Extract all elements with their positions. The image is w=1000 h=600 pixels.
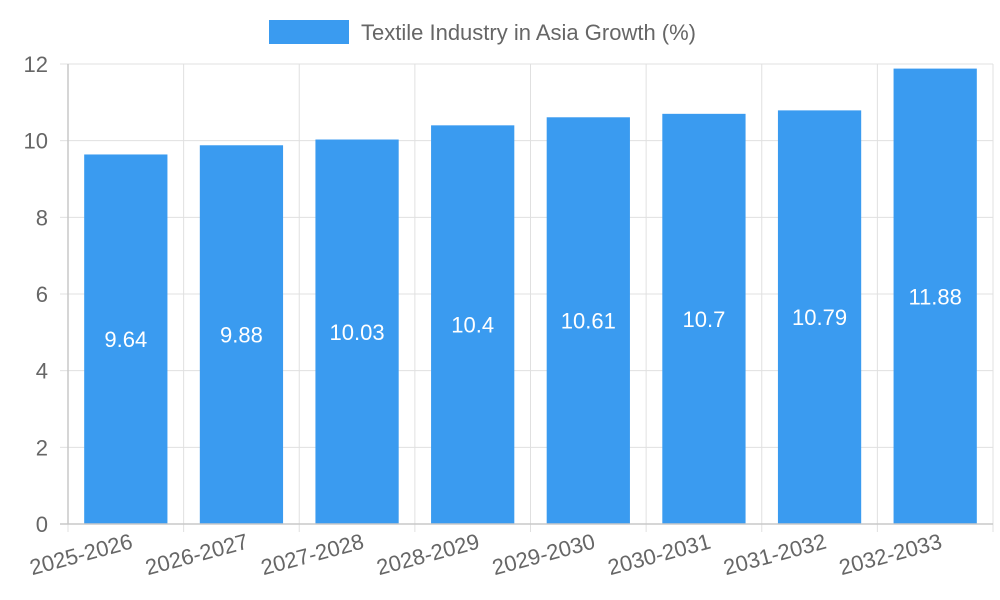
bar[interactable] [546,117,630,525]
bars [84,68,977,525]
axes [60,64,993,525]
data-label: 10.79 [792,305,847,330]
y-tick-label: 0 [36,512,48,537]
legend[interactable]: Textile Industry in Asia Growth (%) [269,20,696,45]
x-tick-label: 2029-2030 [490,529,598,580]
x-tick-label: 2031-2032 [721,529,829,580]
data-label: 9.88 [220,323,263,348]
data-label: 9.64 [104,327,147,352]
legend-label: Textile Industry in Asia Growth (%) [361,20,696,45]
x-tick-label: 2026-2027 [143,529,251,580]
bar[interactable] [315,139,399,524]
y-tick-label: 8 [36,205,48,230]
bar[interactable] [199,145,284,524]
data-labels: 9.64 9.88 10.03 10.4 10.61 10.7 10.79 11.88 [104,284,962,352]
y-tick-label: 2 [36,435,48,460]
bar[interactable] [84,154,168,524]
bar[interactable] [431,125,515,524]
y-tick-label: 10 [24,129,48,154]
legend-swatch [269,20,349,44]
y-tick-label: 6 [36,282,48,307]
y-tick-label: 4 [36,359,48,384]
data-label: 10.03 [330,320,385,345]
x-tick-label: 2028-2029 [374,529,482,580]
data-label: 10.7 [683,307,726,332]
y-tick-label: 12 [24,52,48,77]
bar[interactable] [777,110,862,524]
bar[interactable] [893,68,977,524]
data-label: 10.4 [451,313,494,338]
data-label: 10.61 [561,309,616,334]
x-axis-tick-labels: 2025-2026 2026-2027 2027-2028 2028-2029 2029… [27,529,944,580]
x-tick-label: 2027-2028 [258,529,366,580]
x-tick-label: 2032-2033 [836,529,944,580]
data-label: 11.88 [908,284,961,309]
x-tick-label: 2030-2031 [605,529,713,580]
y-axis-ticks: 0 2 4 6 8 10 12 [24,52,48,537]
bar[interactable] [662,113,746,524]
